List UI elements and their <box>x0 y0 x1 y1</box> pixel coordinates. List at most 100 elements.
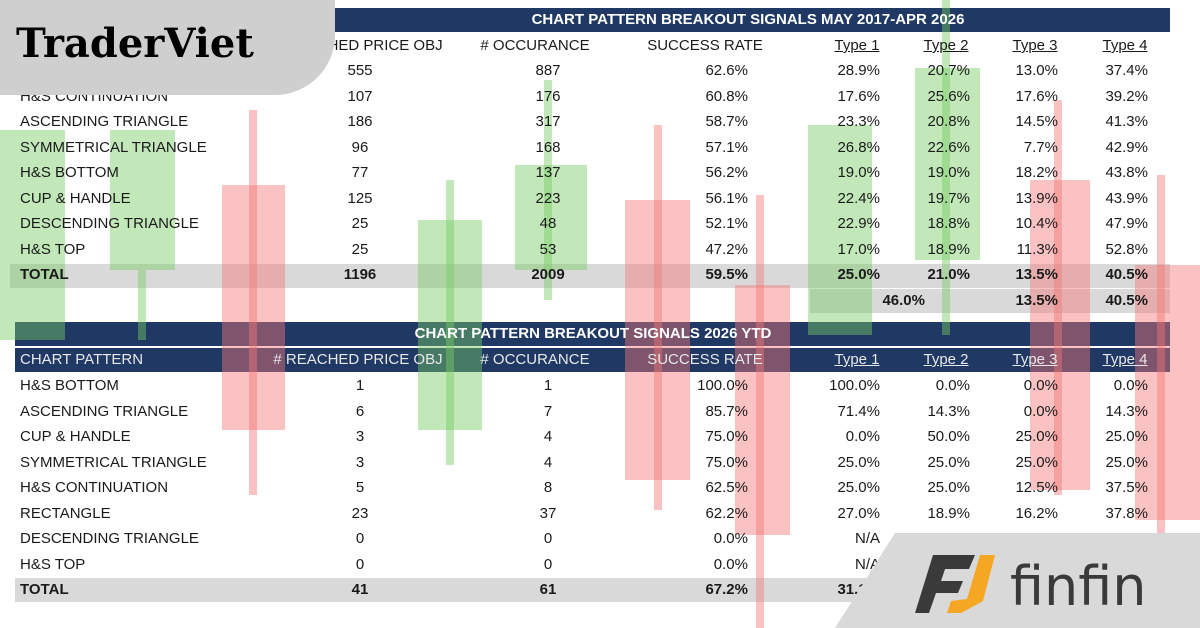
table-title: CHART PATTERN BREAKOUT SIGNALS 2026 YTD <box>414 325 772 342</box>
column-header: # OCCURANCE <box>480 37 590 54</box>
table-cell: 317 <box>535 113 561 130</box>
total-cell: 67.2% <box>705 581 748 598</box>
candle <box>625 200 690 480</box>
candle-wick <box>1054 100 1062 495</box>
column-header: SUCCESS RATE <box>647 37 763 54</box>
candle-wick <box>138 270 146 340</box>
table-cell: 17.0% <box>837 240 880 258</box>
table-cell: 14.3% <box>927 402 970 420</box>
table-cell: 107 <box>347 87 373 105</box>
table-cell: 52.8% <box>1105 240 1148 258</box>
table-cell: 14.5% <box>1015 113 1058 130</box>
table-cell: 555 <box>347 62 373 79</box>
table-cell: 42.9% <box>1105 138 1148 156</box>
table-cell: DESCENDING TRIANGLE <box>20 215 199 232</box>
table-cell: CUP & HANDLE <box>20 428 131 445</box>
candle-wick <box>756 195 764 628</box>
table-cell: 10.4% <box>1015 215 1058 232</box>
table-cell: 125 <box>347 189 373 207</box>
title-bar <box>325 8 1170 32</box>
table-title: CHART PATTERN BREAKOUT SIGNALS MAY 2017-… <box>531 11 965 28</box>
column-header: Type 3 <box>1012 351 1058 368</box>
table-cell: ASCENDING TRIANGLE <box>20 113 189 130</box>
table-cell: 100.0% <box>697 377 748 394</box>
candle <box>418 220 482 430</box>
table-cell: 20.7% <box>927 62 970 79</box>
table-cell: 25.0% <box>927 479 970 496</box>
table-cell: 0.0% <box>1023 377 1058 394</box>
table-cell: 14.3% <box>1105 402 1148 420</box>
table-cell: 75.0% <box>705 428 748 445</box>
logo-finfin: finfin <box>835 533 1200 628</box>
table-cell: 23 <box>351 504 369 522</box>
table-cell: 28.9% <box>837 62 880 79</box>
table-cell: 56.2% <box>705 164 748 181</box>
table-cell: H&S BOTTOM <box>20 164 119 181</box>
column-header: Type 4 <box>1102 351 1148 368</box>
table-cell: N/A <box>854 530 880 547</box>
total-cell: 1196 <box>343 266 377 283</box>
table-cell: RECTANGLE <box>20 504 111 522</box>
table-cell: 75.0% <box>705 453 748 471</box>
table-cell: 48 <box>539 215 557 232</box>
table-cell: 62.5% <box>705 479 748 496</box>
total-band <box>10 264 1170 288</box>
table-cell: 25.0% <box>1105 428 1148 445</box>
table-cell: 25 <box>351 240 369 258</box>
column-header: Type 1 <box>834 37 880 54</box>
total-cell: 13.5% <box>1015 266 1058 283</box>
table-cell: 41.3% <box>1105 113 1148 130</box>
table-cell: 62.2% <box>705 504 748 522</box>
total-cell: 2009 <box>531 266 565 283</box>
table-cell: SYMMETRICAL TRIANGLE <box>20 138 207 156</box>
table-cell: 0 <box>543 555 553 573</box>
candle <box>735 285 790 535</box>
table-cell: 6 <box>355 402 365 420</box>
table-cell: 18.8% <box>927 215 970 232</box>
table-cell: 47.9% <box>1105 215 1148 232</box>
table-cell: 0.0% <box>713 530 748 547</box>
table-cell: SYMMETRICAL TRIANGLE <box>20 453 207 471</box>
column-header: # REACHED PRICE OBJ <box>273 351 443 368</box>
table-cell: 0.0% <box>845 428 880 445</box>
table-cell: 5 <box>355 479 365 496</box>
table-cell: 96 <box>351 138 369 156</box>
title-bar <box>15 322 1170 346</box>
summary-cell: 40.5% <box>1105 291 1148 309</box>
table-cell: H&S TOP <box>20 555 86 573</box>
total-cell: 61 <box>539 581 557 598</box>
total-cell: 21.0% <box>927 266 970 283</box>
table-cell: 53 <box>539 240 557 258</box>
table-cell: 8 <box>543 479 553 496</box>
candle <box>110 130 175 270</box>
table-cell: 43.8% <box>1105 164 1148 181</box>
table-cell: 4 <box>543 428 553 445</box>
table-cell: 25 <box>351 215 369 232</box>
table-cell: 25.0% <box>1105 453 1148 471</box>
table-cell: ASCENDING TRIANGLE <box>20 402 189 420</box>
table-cell: H&S CONTINUATION <box>20 479 169 496</box>
table-cell: 25.0% <box>1015 453 1058 471</box>
table-cell: 22.4% <box>837 189 880 207</box>
table-cell: 12.5% <box>1015 479 1058 496</box>
column-header: Type 2 <box>923 37 969 54</box>
table-cell: 57.1% <box>705 138 748 156</box>
summary-cell: 13.5% <box>1015 291 1058 309</box>
table-cell: 19.0% <box>927 164 970 181</box>
table-cell: 0.0% <box>1113 377 1148 394</box>
table-cell: 168 <box>535 138 561 156</box>
table-cell: 17.6% <box>1015 87 1058 105</box>
candle <box>0 130 65 340</box>
table-cell: 60.8% <box>705 87 748 105</box>
table-cell: 16.2% <box>1015 504 1058 522</box>
extra-band <box>810 289 1170 313</box>
table-cell: 22.6% <box>927 138 970 156</box>
table-cell: 18.9% <box>927 504 970 522</box>
table-cell: 37.8% <box>1105 504 1148 522</box>
candle <box>1135 265 1200 520</box>
table-cell: 223 <box>535 189 561 207</box>
table-cell: 18.9% <box>927 240 970 258</box>
table-cell: 37 <box>539 504 557 522</box>
column-header: Type 4 <box>1102 37 1148 54</box>
logo-text: finfin <box>1010 555 1146 618</box>
